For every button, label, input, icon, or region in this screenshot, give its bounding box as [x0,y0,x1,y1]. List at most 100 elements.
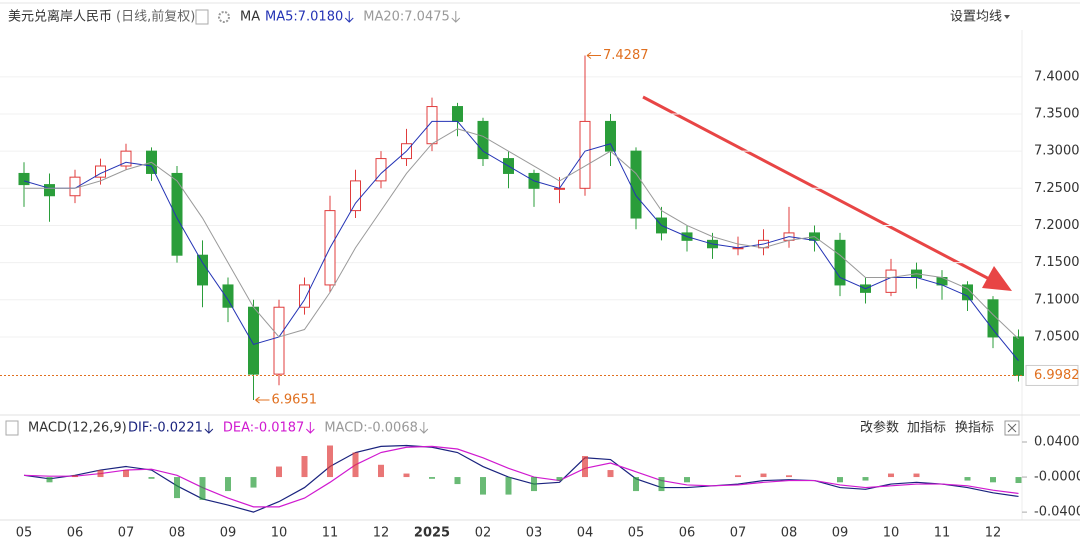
last-price-box [1025,364,1079,386]
legend-entry: MA5:7.0180 [265,10,343,25]
macd-bar [862,477,869,481]
x-tick-label: 11 [322,526,339,541]
x-tick-label: 08 [781,526,798,541]
x-tick-label: 02 [475,526,492,541]
y-tick-label: 7.0500 [1034,329,1080,344]
x-tick-label: 09 [220,526,237,541]
x-tick-label: 05 [628,526,645,541]
macd-bar [123,470,129,478]
dropdown-icon[interactable] [1004,15,1010,19]
macd-bar [582,456,588,478]
legend-entry: MACD:-0.0068 [324,421,418,436]
help-icon[interactable] [195,9,209,25]
ma-settings-button[interactable]: 设置均线 [950,10,1002,25]
x-tick-label: 08 [169,526,186,541]
y-tick-label: 7.1500 [1034,255,1080,270]
legend-entry: DEA:-0.0187 [223,421,304,436]
legend-arrow [419,422,429,434]
settings-icon[interactable] [218,11,230,23]
macd-bar [97,470,104,478]
last-price-label: 6.9982 [1034,368,1080,383]
macd-bar [658,477,665,492]
macd-bar [531,477,537,492]
x-tick-label: 05 [16,526,33,541]
macd-toggle[interactable] [5,420,19,436]
candle-body [630,150,642,219]
macd-bar [429,477,435,479]
candle-body [885,269,897,293]
x-tick-label: 04 [577,526,594,541]
macd-bar [403,473,410,478]
macd-bar [607,470,614,478]
ma-line [24,128,1019,340]
legend-entry: DIF:-0.0221 [128,421,203,436]
macd-bar [633,477,639,492]
macd-bar [760,473,767,478]
macd-bar [327,445,333,478]
y-tick-label: 7.3500 [1034,106,1080,121]
low-annotation-arrow [255,396,270,404]
candle-body [987,299,999,338]
x-tick-label: 12 [985,526,1002,541]
trend-arrow [642,95,1012,291]
macd-bar [684,477,690,483]
x-tick-label: 06 [679,526,696,541]
macd-bar [735,475,741,478]
candle-body [834,239,846,286]
macd-bar [964,477,971,481]
legend-entry: MA20:7.0475 [363,10,450,25]
macd-bar [480,477,486,495]
legend-arrow [305,422,315,434]
close-icon [1007,423,1017,433]
y-tick-label: 7.1000 [1034,292,1080,307]
indicator-button[interactable]: 加指标 [907,421,946,436]
macd-bar [454,477,461,485]
macd-title: MACD(12,26,9) [28,421,127,436]
y-tick-label: 7.2500 [1034,181,1080,196]
macd-bar [1015,477,1022,484]
x-tick-label: 07 [730,526,747,541]
macd-bar [225,477,231,492]
macd-bar [913,473,920,478]
macd-bar [46,477,53,483]
macd-line [23,444,1019,513]
macd-bar [352,452,359,478]
y-tick-label: 7.2000 [1034,218,1080,233]
macd-bar [250,477,257,488]
candle-body [273,306,285,375]
indicator-name: MA [240,10,260,25]
x-tick-label: 03 [526,526,543,541]
candle-body [350,180,361,212]
macd-bar [378,464,384,478]
candle-body [44,184,55,197]
candle-body [1013,336,1024,376]
candle-body [171,172,183,256]
indicator-button[interactable]: 改参数 [860,420,899,436]
macd-bar [72,475,78,478]
macd-bar [148,477,155,479]
x-tick-label: 07 [118,526,135,541]
chart-subtitle: (日线,前复权) [116,9,195,25]
macd-bar [505,477,512,495]
y-tick-label: -0.0400 [1034,505,1080,520]
low-annotation: 6.9651 [272,393,318,408]
macd-bar [276,466,282,478]
candle-body [605,120,616,152]
macd-bar [556,477,563,481]
candle-body [962,284,973,301]
macd-bar [837,477,843,483]
legend-arrow [204,422,214,434]
legend-arrow [451,11,461,23]
indicator-button[interactable]: 换指标 [955,421,994,436]
macd-bar [888,473,894,478]
x-tick-label: 06 [67,526,84,541]
chart-title: 美元兑离岸人民币 [8,9,112,25]
macd-line [23,445,1019,508]
legend-arrow [344,11,354,23]
close-button[interactable] [1004,420,1020,436]
candle-body [222,284,234,308]
macd-bar [301,456,308,478]
macd-bar [990,477,996,483]
